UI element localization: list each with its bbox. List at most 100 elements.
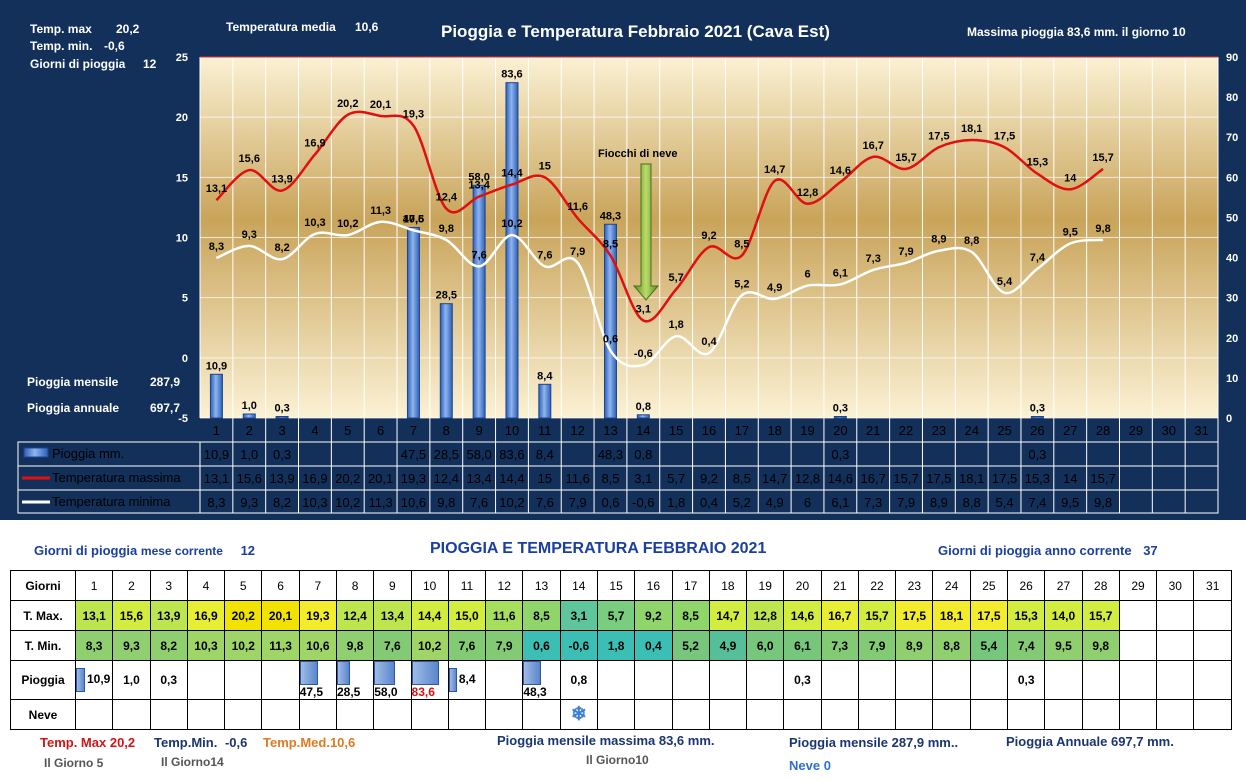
x-tick-label: 6 xyxy=(377,423,384,438)
left-axis-tick: 10 xyxy=(176,233,188,245)
tmax-point-label: 14,4 xyxy=(501,168,523,180)
tmax-cell: 5,7 xyxy=(596,600,636,631)
tmin-point-label: 0,6 xyxy=(603,334,618,346)
day-cell: 26 xyxy=(1007,570,1046,601)
temp-max-value: 20,2 xyxy=(116,22,140,36)
snow-cell xyxy=(522,699,561,730)
tmin-table-value: 10,6 xyxy=(401,495,426,510)
rain-cell xyxy=(186,660,226,700)
snow-cell xyxy=(1118,699,1158,730)
tmin-cell: 1,8 xyxy=(596,630,636,661)
tmin-cell xyxy=(1118,630,1158,661)
tmin-point-label: 9,5 xyxy=(1063,227,1078,239)
right-axis-tick: 20 xyxy=(1226,333,1238,345)
x-tick-label: 26 xyxy=(1030,423,1044,438)
tmax-table-value: 17,5 xyxy=(926,471,951,486)
legend-tmin: Temperatura minima xyxy=(52,494,171,509)
tmax-cell: 13,4 xyxy=(373,600,412,631)
snow-cell: ❄ xyxy=(559,699,598,730)
rain-bar-label: 0,3 xyxy=(274,403,289,415)
day-cell: 14 xyxy=(559,570,598,601)
day-cell: 23 xyxy=(895,570,934,601)
tmax-point-label: 3,1 xyxy=(636,304,651,316)
tmax-point-label: 15,7 xyxy=(1092,152,1113,164)
x-tick-label: 23 xyxy=(932,423,946,438)
tmin-cell: 9,8 xyxy=(1081,630,1120,661)
tmax-point-label: 17,5 xyxy=(928,130,949,142)
tmin-point-label: -0,6 xyxy=(634,348,653,360)
left-axis-tick: 5 xyxy=(182,293,188,305)
tmax-cell: 13,1 xyxy=(74,600,114,631)
rain-bar-label: 0,3 xyxy=(1030,403,1045,415)
right-axis-tick: 50 xyxy=(1226,212,1238,224)
tmin-point-label: 10,6 xyxy=(403,213,424,225)
tmin-table-value: 7,3 xyxy=(864,495,882,510)
temperature-lines xyxy=(215,110,1104,368)
tmin-cell: 8,8 xyxy=(932,630,971,661)
tmin-point-label: 0,4 xyxy=(701,336,717,348)
rain-bar xyxy=(472,184,486,419)
day-cell: 5 xyxy=(224,570,263,601)
tmax-cell: 20,2 xyxy=(224,600,263,631)
tmin-point-label: 7,6 xyxy=(471,249,486,261)
snow-cell xyxy=(932,699,971,730)
footer-snow: Neve 0 xyxy=(789,758,831,773)
footer-tmin: Temp.Min. -0,6 xyxy=(154,735,248,750)
right-axis-tick: 40 xyxy=(1226,253,1238,265)
x-tick-label: 19 xyxy=(800,423,814,438)
rain-cell xyxy=(932,660,971,700)
tmin-table-value: 4,9 xyxy=(766,495,784,510)
rain-row-header: Pioggia xyxy=(10,660,76,700)
snow-cell xyxy=(671,699,710,730)
footer-tmed: Temp.Med.10,6 xyxy=(263,735,356,750)
tmin-table-value: 7,9 xyxy=(897,495,915,510)
tmax-point-label: 20,2 xyxy=(337,98,358,110)
x-tick-label: 1 xyxy=(213,423,220,438)
day-cell: 6 xyxy=(261,570,300,601)
x-tick-label: 11 xyxy=(538,423,552,438)
tmin-cell: 8,2 xyxy=(149,630,188,661)
tmax-table-value: 14,4 xyxy=(499,471,524,486)
tmax-point-label: 8,5 xyxy=(603,239,618,251)
tmax-table-value: 15,7 xyxy=(1090,471,1115,486)
day-cell: 31 xyxy=(1193,570,1232,601)
tmax-point-label: 14 xyxy=(1064,172,1077,184)
tmax-row: T. Max. 13,1 15,6 13,9 16,9 20,2 20,1 19,3 12,4 1… xyxy=(10,600,1232,631)
x-tick-label: 24 xyxy=(964,423,978,438)
snow-cell xyxy=(112,699,151,730)
tmax-cell: 19,3 xyxy=(298,600,337,631)
rain-table-value: 58,0 xyxy=(466,447,491,462)
rain-cell: 83,6 xyxy=(410,660,449,700)
monthly-rain-value: 287,9 xyxy=(150,375,180,389)
right-axis-tick: 0 xyxy=(1226,413,1232,425)
rain-bar-label: 83,6 xyxy=(501,69,522,81)
snow-cell xyxy=(447,699,487,730)
tmax-table-value: 17,5 xyxy=(992,471,1017,486)
tmin-table-value: 10,3 xyxy=(302,495,327,510)
snow-cell xyxy=(746,699,785,730)
tmax-point-label: 5,7 xyxy=(669,272,684,284)
tmax-table-value: 5,7 xyxy=(667,471,685,486)
rain-cell: 10,9 xyxy=(74,660,114,700)
x-tick-label: 18 xyxy=(767,423,781,438)
x-tick-label: 29 xyxy=(1129,423,1143,438)
x-tick-label: 7 xyxy=(410,423,417,438)
left-axis-tick: -5 xyxy=(178,413,188,425)
day-cell: 19 xyxy=(746,570,785,601)
tmax-point-label: 13,9 xyxy=(271,174,292,186)
monthly-rain-label: Pioggia mensile xyxy=(27,375,119,389)
rain-value: 8,4 xyxy=(458,672,476,687)
tmin-point-label: 8,2 xyxy=(274,242,289,254)
tmax-table-value: 12,8 xyxy=(795,471,820,486)
tmin-table-value: 9,8 xyxy=(1094,495,1112,510)
rain-cell: 47,5 xyxy=(298,660,337,700)
rain-cell xyxy=(857,660,897,700)
tmin-table-value: 6 xyxy=(804,495,811,510)
snow-cell xyxy=(1081,699,1120,730)
tmin-cell: 7,9 xyxy=(857,630,897,661)
day-cell: 28 xyxy=(1081,570,1120,601)
x-tick-label: 25 xyxy=(997,423,1011,438)
tmax-table-value: 14 xyxy=(1063,471,1077,486)
tmin-table-value: 6,1 xyxy=(831,495,849,510)
tmin-table-value: 5,4 xyxy=(996,495,1014,510)
